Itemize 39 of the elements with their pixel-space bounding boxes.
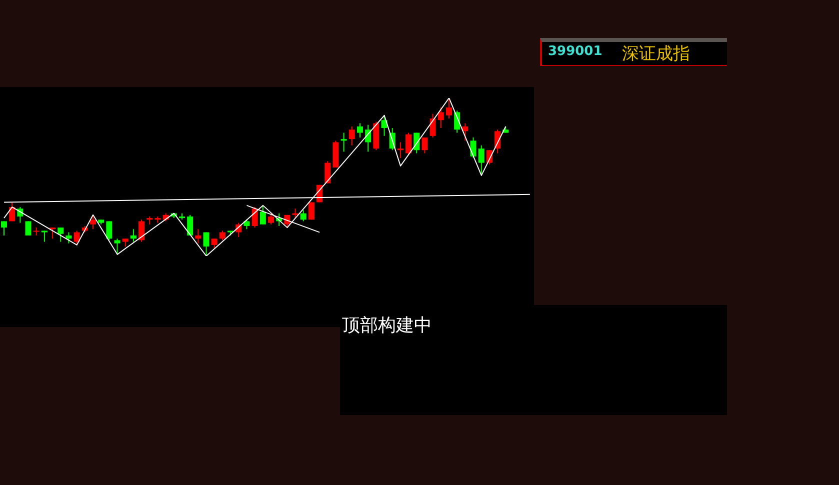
candlestick [25,220,32,236]
candlestick [324,160,331,184]
candlestick [348,126,355,146]
candlestick [219,230,226,241]
candlestick [397,142,404,159]
text: 深证成指 [622,43,690,65]
candlestick [300,210,306,222]
candlestick [260,204,266,225]
candlestick [478,144,484,176]
text: 399001 [548,44,602,59]
candlestick [138,219,145,242]
candlestick [58,227,64,242]
candlestick [211,238,218,249]
candlestick [252,206,258,228]
candlestick [66,232,72,244]
candlestick [470,137,476,159]
candlestick [203,232,210,256]
candlestick [106,220,112,241]
candlestick [187,214,194,236]
candlestick [340,132,347,152]
candlestick [195,228,202,244]
text: 顶部构建中 [342,314,432,337]
candlestick [446,98,452,120]
candlestick [90,214,96,230]
candlestick [422,137,428,154]
candlestick [74,230,80,246]
candlestick [114,238,120,255]
candlestick [430,113,436,138]
candlestick [381,114,388,136]
candlestick [494,129,501,154]
candlestick [438,106,444,129]
candlestick [130,228,136,242]
candlestick [1,220,7,236]
candlestick [357,122,363,138]
candlestick [41,230,48,242]
candlestick [50,227,56,240]
candlestick [406,132,412,156]
candlestick [268,212,274,225]
candlestick [244,219,250,230]
